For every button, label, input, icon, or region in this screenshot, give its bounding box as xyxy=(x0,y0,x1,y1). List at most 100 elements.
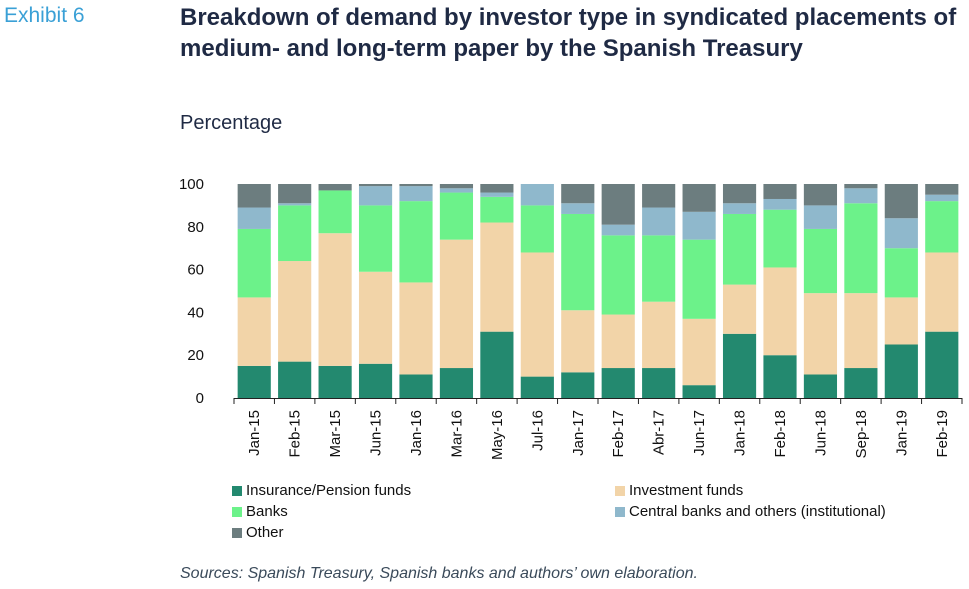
bar-segment-insurance xyxy=(480,331,514,398)
x-tick-label: Feb-19 xyxy=(934,410,951,458)
bar-segment-banks xyxy=(803,228,838,294)
bar-segment-other xyxy=(318,184,352,191)
bar-segment-banks xyxy=(358,205,393,272)
x-tick-label: May-16 xyxy=(489,410,506,460)
x-tick-label: Jul-16 xyxy=(529,410,546,451)
y-tick-label: 0 xyxy=(196,390,204,407)
bar-segment-other xyxy=(722,184,757,204)
bar-segment-investment xyxy=(803,293,838,375)
bar-segment-central xyxy=(722,203,757,214)
bar-stack xyxy=(520,184,554,398)
bar-segment-investment xyxy=(480,222,514,332)
source-note: Sources: Spanish Treasury, Spanish banks… xyxy=(180,565,698,582)
bar-stack xyxy=(803,184,838,398)
bar-segment-insurance xyxy=(884,344,918,398)
bar-segment-other xyxy=(763,184,797,199)
bar-stack xyxy=(358,184,393,398)
x-tick-label: Jun-17 xyxy=(691,410,708,456)
bar-segment-insurance xyxy=(844,368,878,398)
bar-segment-insurance xyxy=(399,374,433,398)
bar-segment-other xyxy=(278,184,312,204)
bar-segment-other xyxy=(601,184,635,225)
bar-segment-central xyxy=(520,184,554,206)
x-tick-label: Mar-15 xyxy=(327,410,344,458)
bar-segment-insurance xyxy=(358,363,393,398)
bar-segment-banks xyxy=(682,239,716,319)
bar-stack xyxy=(884,184,918,398)
legend-item: Banks xyxy=(232,503,288,520)
legend-item: Insurance/Pension funds xyxy=(232,482,411,499)
bar-segment-investment xyxy=(278,261,312,362)
bar-stack xyxy=(561,184,595,398)
bar-segment-central xyxy=(884,218,918,249)
bar-segment-investment xyxy=(358,271,393,364)
bar-segment-other xyxy=(803,184,838,206)
bar-segment-investment xyxy=(722,284,757,334)
bar-segment-central xyxy=(844,188,878,204)
y-tick-label: 40 xyxy=(187,304,204,321)
bar-segment-banks xyxy=(278,205,312,262)
bar-segment-central xyxy=(278,203,312,206)
bar-segment-insurance xyxy=(803,374,838,398)
bar-stack xyxy=(439,184,474,398)
bar-segment-banks xyxy=(763,209,797,268)
bar-segment-investment xyxy=(399,282,433,375)
y-axis: 0 20 40 60 80 100 xyxy=(179,176,204,407)
bar-stack xyxy=(601,184,635,398)
x-tick-label: Jan-16 xyxy=(408,410,425,456)
bar-segment-investment xyxy=(925,252,959,332)
x-tick-label: Jan-17 xyxy=(570,410,587,456)
bar-segment-insurance xyxy=(237,365,271,398)
bar-segment-central xyxy=(439,188,474,193)
bar-stack xyxy=(318,184,352,398)
legend-item: Investment funds xyxy=(615,482,743,499)
y-tick-label: 80 xyxy=(187,219,204,236)
bar-segment-other xyxy=(399,184,433,187)
bar-segment-central xyxy=(803,205,838,229)
bar-segment-other xyxy=(682,184,716,212)
bar-segment-investment xyxy=(561,310,595,373)
bar-segment-insurance xyxy=(642,368,676,398)
legend-label: Central banks and others (institutional) xyxy=(629,503,886,520)
bar-segment-banks xyxy=(925,201,959,253)
bar-segment-banks xyxy=(601,235,635,315)
x-tick-label: Jan-15 xyxy=(246,410,263,456)
bar-segment-investment xyxy=(318,233,352,366)
legend-swatch xyxy=(232,506,242,517)
bar-segment-other xyxy=(237,184,271,208)
bar-segment-banks xyxy=(237,228,271,298)
bar-segment-investment xyxy=(642,301,676,369)
bar-segment-other xyxy=(925,184,959,195)
exhibit-label: Exhibit 6 xyxy=(4,4,85,27)
bar-stack xyxy=(642,184,676,398)
bar-stack xyxy=(480,184,514,398)
legend-item: Central banks and others (institutional) xyxy=(615,503,886,520)
bar-stack xyxy=(278,184,312,398)
bar-segment-investment xyxy=(682,318,716,386)
bar-segment-banks xyxy=(480,196,514,223)
bar-segment-investment xyxy=(520,252,554,377)
bar-segment-other xyxy=(642,184,676,208)
chart-subtitle: Percentage xyxy=(180,112,283,134)
legend-swatch xyxy=(615,506,625,517)
bar-segment-investment xyxy=(844,293,878,369)
bar-stack xyxy=(722,184,757,398)
bar-segment-banks xyxy=(642,235,676,302)
x-tick-label: Feb-17 xyxy=(610,410,627,458)
bar-segment-central xyxy=(237,207,271,229)
legend-label: Other xyxy=(246,524,284,541)
y-tick-label: 100 xyxy=(179,176,204,193)
x-tick-label: Sep-18 xyxy=(853,410,870,458)
bar-segment-banks xyxy=(561,213,595,311)
legend-label: Banks xyxy=(246,503,288,520)
x-tick-label: Feb-15 xyxy=(287,410,304,458)
bar-segment-banks xyxy=(318,190,352,234)
legend-swatch xyxy=(232,527,242,538)
bar-segment-insurance xyxy=(601,368,635,398)
bars xyxy=(237,184,959,398)
bar-segment-insurance xyxy=(763,355,797,398)
x-tick-label: Jan-19 xyxy=(893,410,910,456)
bar-stack xyxy=(682,184,716,398)
bar-segment-central xyxy=(358,186,393,206)
bar-segment-central xyxy=(480,192,514,197)
